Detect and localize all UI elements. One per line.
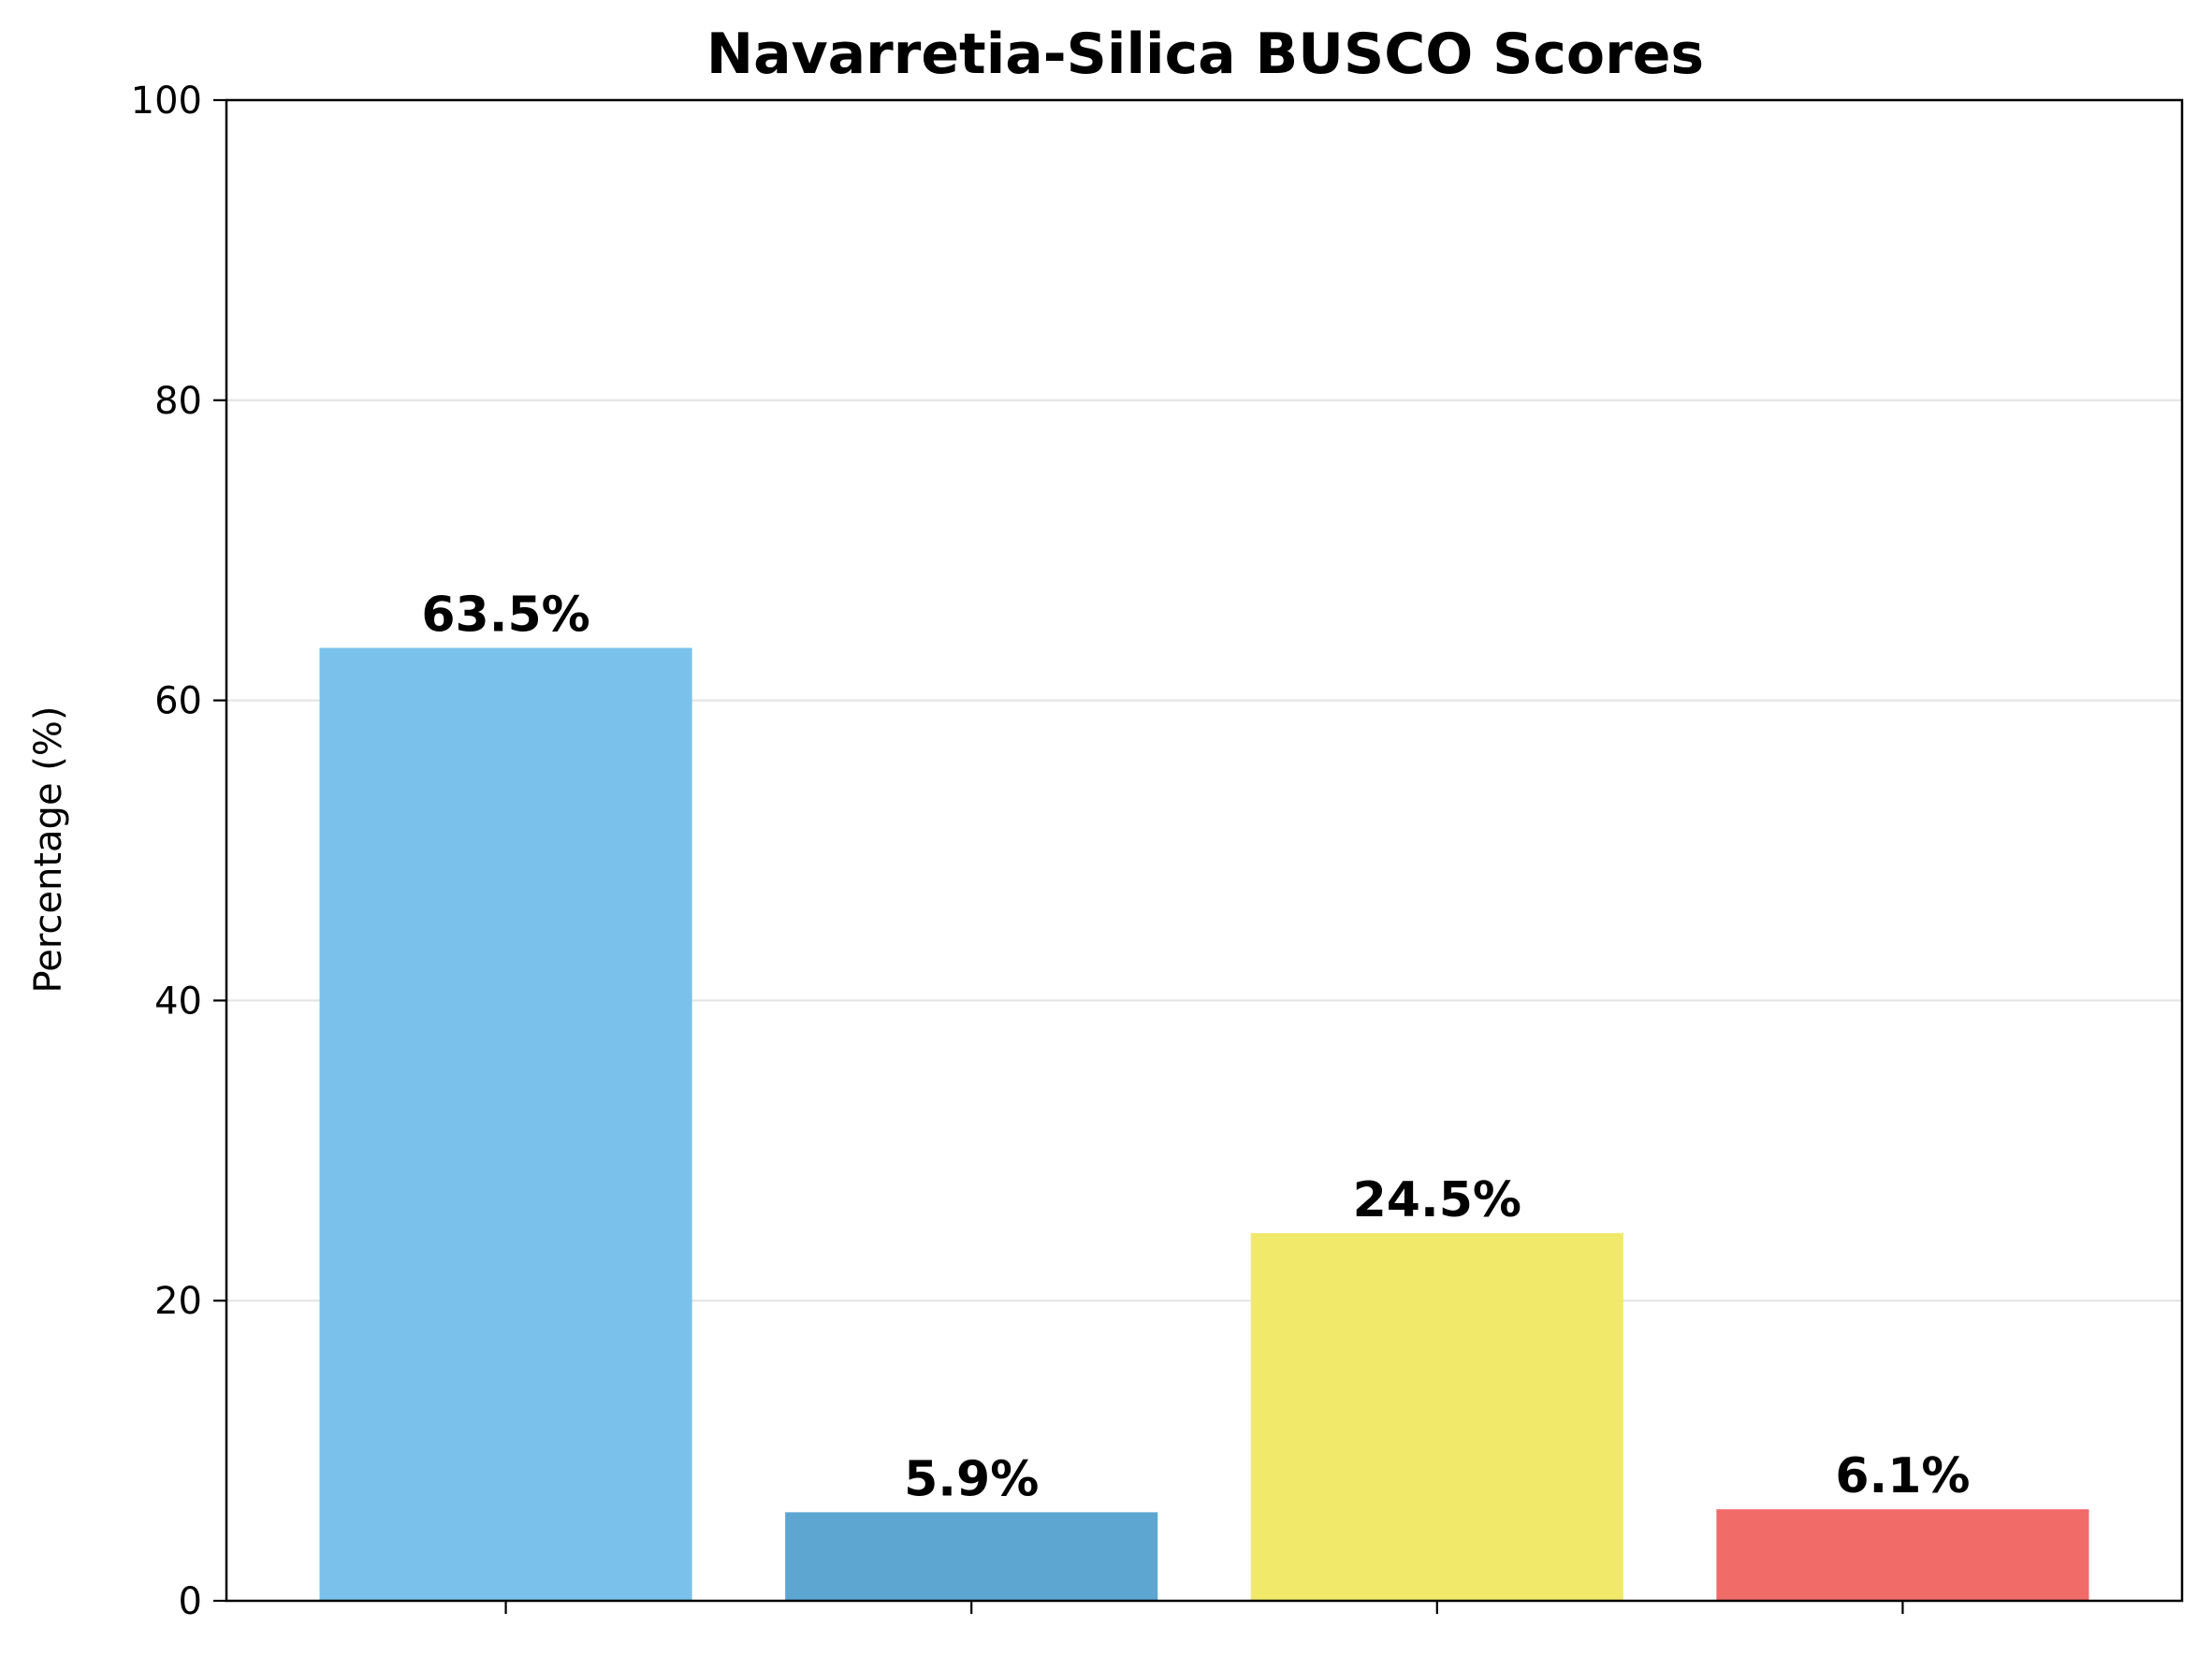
y-tick-label: 20 [154, 1280, 202, 1323]
y-tick-label: 80 [154, 380, 202, 423]
y-tick-label: 100 [131, 80, 202, 123]
bar-value-label: 24.5% [1353, 1172, 1521, 1228]
value-labels: 63.5% 5.9% 24.5% 6.1% [421, 587, 1970, 1507]
plot-frame [225, 98, 2184, 1603]
y-tick-label: 40 [154, 980, 202, 1023]
axes: 0 20 40 60 80 100 [131, 80, 2184, 1623]
y-axis-label: Percentage (%) [27, 706, 70, 994]
bar-value-label: 6.1% [1835, 1448, 1970, 1504]
bar [1250, 1233, 1623, 1601]
bar [319, 647, 692, 1601]
chart-title: Navarretia-Silica BUSCO Scores [706, 22, 1704, 87]
y-tick-label: 60 [154, 680, 202, 723]
bar-value-label: 63.5% [421, 587, 589, 643]
bar [1716, 1509, 2089, 1601]
bar [785, 1512, 1158, 1601]
bar-value-label: 5.9% [904, 1451, 1039, 1507]
bars [319, 647, 2089, 1601]
y-tick-label: 0 [179, 1580, 202, 1623]
